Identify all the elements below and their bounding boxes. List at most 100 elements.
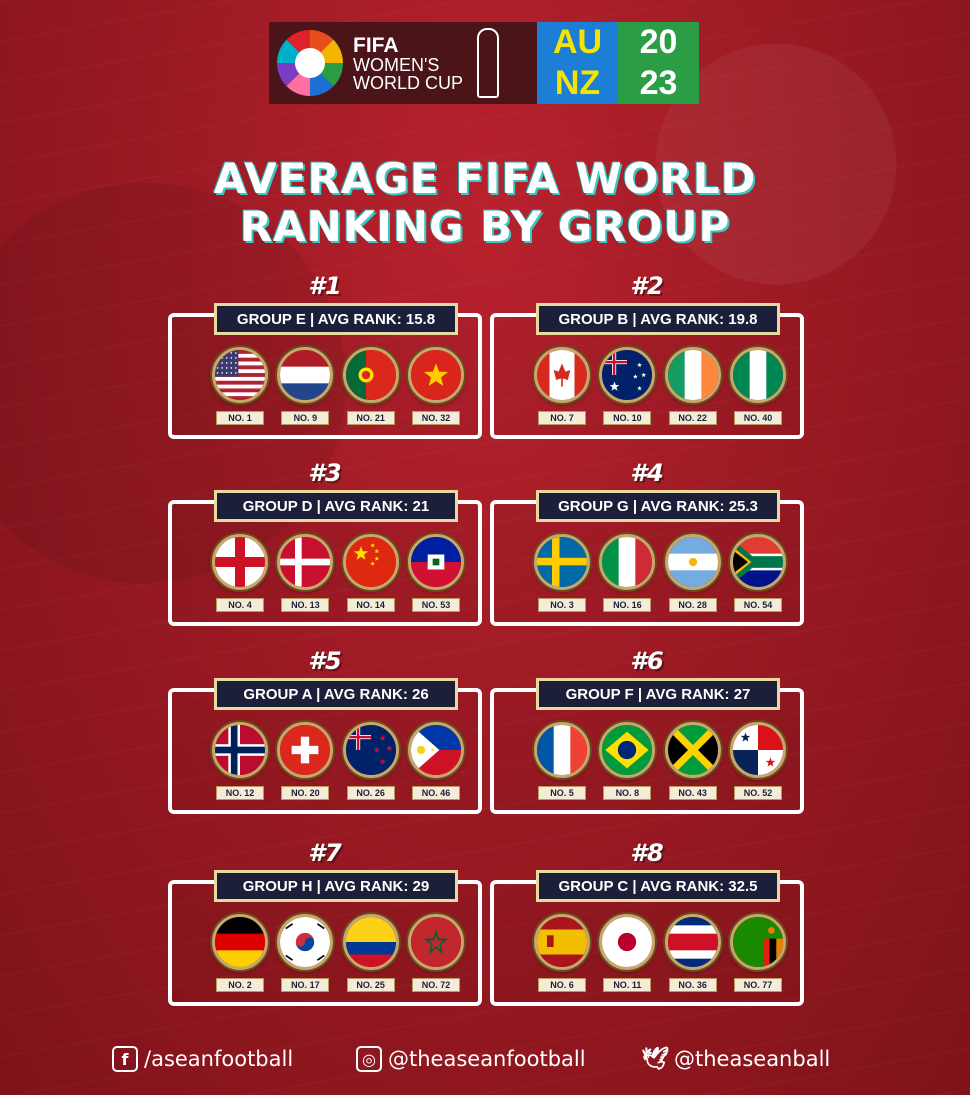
group-position-label: #3: [308, 459, 342, 487]
team-rank-tag: NO. 53: [411, 598, 460, 612]
logo-world-cup: WORLD CUP: [353, 72, 464, 93]
italy-flag-icon: [599, 534, 656, 590]
group-card: #4 GROUP G | AVG RANK: 25.3 NO. 3 NO. 16 …: [490, 460, 804, 640]
group-banner: GROUP F | AVG RANK: 27: [536, 678, 780, 710]
instagram-handle[interactable]: ◎ @theaseanfootball: [356, 1046, 586, 1072]
team-entry: NO. 16: [599, 534, 656, 612]
title-line-1: AVERAGE FIFA WORLD: [213, 154, 757, 203]
trophy-icon: [477, 28, 500, 98]
group-card: #6 GROUP F | AVG RANK: 27 NO. 5 NO. 8 NO.…: [490, 648, 804, 828]
haiti-flag-icon: [407, 534, 464, 590]
title-line-2: RANKING BY GROUP: [239, 202, 731, 251]
logo-womens: WOMEN'S: [353, 54, 440, 75]
team-entry: NO. 22: [664, 347, 721, 425]
team-rank-tag: NO. 21: [346, 411, 395, 425]
team-rank-tag: NO. 22: [668, 411, 717, 425]
ireland-flag-icon: [664, 347, 721, 403]
team-entry: NO. 54: [729, 534, 786, 612]
team-rank-tag: NO. 11: [603, 978, 652, 992]
china-flag-icon: [342, 534, 399, 590]
team-entry: NO. 20: [277, 722, 334, 800]
logo-nz: NZ: [537, 63, 618, 104]
philippines-flag-icon: [407, 722, 464, 778]
spain-flag-icon: [534, 914, 590, 970]
logo-left-panel: FIFA WOMEN'S WORLD CUP: [269, 22, 537, 104]
team-entry: NO. 28: [664, 534, 721, 612]
team-rank-tag: NO. 1: [216, 411, 264, 425]
team-rank-tag: NO. 72: [411, 978, 460, 992]
group-card: #7 GROUP H | AVG RANK: 29 NO. 2 NO. 17 NO…: [168, 840, 482, 1020]
team-flags-row: NO. 1 NO. 9 NO. 21 NO. 32: [212, 347, 464, 425]
group-banner: GROUP G | AVG RANK: 25.3: [536, 490, 780, 522]
switzerland-flag-icon: [277, 722, 334, 778]
team-entry: NO. 36: [664, 914, 721, 992]
zambia-flag-icon: [729, 914, 786, 970]
group-position-label: #4: [630, 459, 664, 487]
group-card: #8 GROUP C | AVG RANK: 32.5 NO. 6 NO. 11 …: [490, 840, 804, 1020]
team-rank-tag: NO. 2: [216, 978, 264, 992]
team-entry: NO. 25: [342, 914, 399, 992]
denmark-flag-icon: [277, 534, 334, 590]
logo-20: 20: [618, 22, 699, 63]
costarica-flag-icon: [664, 914, 721, 970]
group-banner: GROUP E | AVG RANK: 15.8: [214, 303, 458, 335]
netherlands-flag-icon: [277, 347, 334, 403]
team-flags-row: NO. 5 NO. 8 NO. 43 NO. 52: [534, 722, 786, 800]
team-entry: NO. 10: [599, 347, 656, 425]
twitter-text: @theaseanball: [674, 1047, 831, 1071]
team-flags-row: NO. 12 NO. 20 NO. 26 NO. 46: [212, 722, 464, 800]
social-footer: f /aseanfootball ◎ @theaseanfootball 🕊 @…: [0, 1046, 970, 1080]
team-entry: NO. 14: [342, 534, 399, 612]
team-entry: NO. 9: [277, 347, 334, 425]
team-entry: NO. 12: [212, 722, 268, 800]
team-rank-tag: NO. 13: [281, 598, 330, 612]
team-rank-tag: NO. 16: [603, 598, 652, 612]
group-card: #3 GROUP D | AVG RANK: 21 NO. 4 NO. 13 NO…: [168, 460, 482, 640]
england-flag-icon: [212, 534, 268, 590]
team-rank-tag: NO. 9: [281, 411, 330, 425]
team-rank-tag: NO. 46: [411, 786, 460, 800]
norway-flag-icon: [212, 722, 268, 778]
team-rank-tag: NO. 77: [733, 978, 782, 992]
team-entry: NO. 6: [534, 914, 590, 992]
logo-fifa: FIFA: [353, 33, 399, 57]
facebook-text: /aseanfootball: [144, 1047, 294, 1071]
team-entry: NO. 8: [599, 722, 656, 800]
group-banner: GROUP H | AVG RANK: 29: [214, 870, 458, 902]
group-card: #1 GROUP E | AVG RANK: 15.8 NO. 1 NO. 9 N…: [168, 273, 482, 453]
logo-au: AU: [537, 22, 618, 63]
team-entry: NO. 11: [599, 914, 656, 992]
morocco-flag-icon: [407, 914, 464, 970]
argentina-flag-icon: [664, 534, 721, 590]
group-position-label: #1: [308, 272, 342, 300]
group-position-label: #7: [308, 839, 342, 867]
logo-23: 23: [618, 63, 699, 104]
group-card: #2 GROUP B | AVG RANK: 19.8 NO. 7 NO. 10 …: [490, 273, 804, 453]
vietnam-flag-icon: [407, 347, 464, 403]
southafrica-flag-icon: [729, 534, 786, 590]
team-entry: NO. 17: [277, 914, 334, 992]
team-rank-tag: NO. 7: [538, 411, 586, 425]
team-rank-tag: NO. 14: [346, 598, 395, 612]
team-flags-row: NO. 4 NO. 13 NO. 14 NO. 53: [212, 534, 464, 612]
team-rank-tag: NO. 26: [346, 786, 395, 800]
team-rank-tag: NO. 3: [538, 598, 586, 612]
team-rank-tag: NO. 5: [538, 786, 586, 800]
team-rank-tag: NO. 12: [216, 786, 264, 800]
australia-flag-icon: [599, 347, 656, 403]
team-rank-tag: NO. 25: [346, 978, 395, 992]
team-entry: NO. 32: [407, 347, 464, 425]
group-position-label: #6: [630, 647, 664, 675]
team-rank-tag: NO. 10: [603, 411, 652, 425]
team-rank-tag: NO. 4: [216, 598, 264, 612]
team-rank-tag: NO. 6: [538, 978, 586, 992]
team-rank-tag: NO. 40: [733, 411, 782, 425]
usa-flag-icon: [212, 347, 268, 403]
team-entry: NO. 52: [729, 722, 786, 800]
sweden-flag-icon: [534, 534, 590, 590]
team-entry: NO. 26: [342, 722, 399, 800]
twitter-handle[interactable]: 🕊 @theaseanball: [641, 1046, 831, 1072]
facebook-handle[interactable]: f /aseanfootball: [112, 1046, 293, 1072]
jamaica-flag-icon: [664, 722, 721, 778]
team-rank-tag: NO. 52: [733, 786, 782, 800]
